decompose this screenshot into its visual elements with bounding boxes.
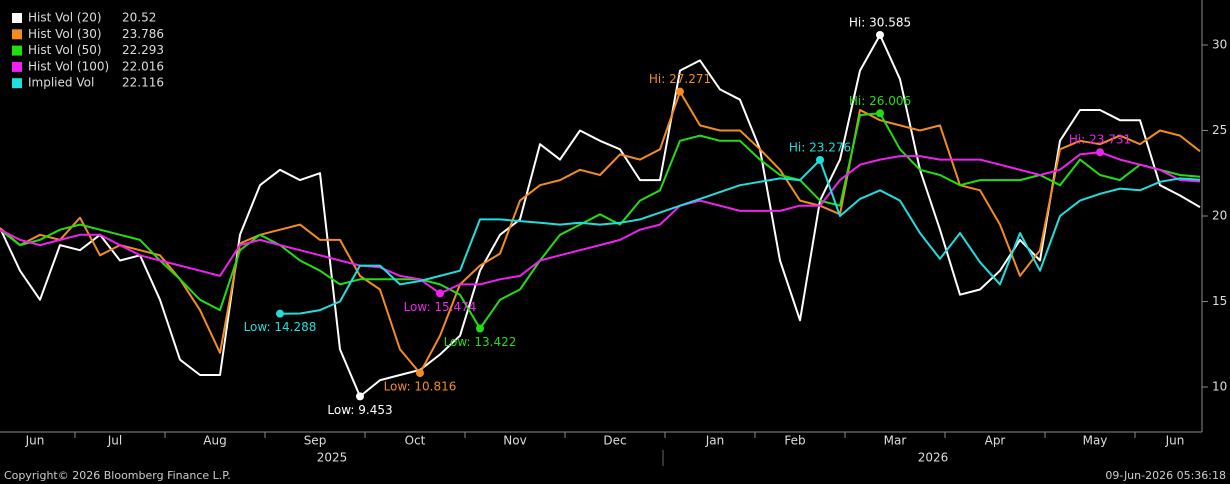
series-line	[0, 151, 1201, 295]
x-tick-label: Oct	[405, 434, 426, 448]
x-tick-label: Jun	[1165, 434, 1185, 448]
legend-swatch	[12, 29, 22, 40]
x-tick-label: Sep	[304, 434, 327, 448]
extreme-marker	[436, 289, 444, 298]
series-line	[0, 112, 1201, 330]
legend-swatch	[12, 61, 22, 72]
copyright: Copyright© 2026 Bloomberg Finance L.P.	[4, 469, 231, 482]
legend-label: Hist Vol (50)	[28, 43, 102, 57]
x-tick-label: May	[1083, 434, 1108, 448]
extreme-marker	[816, 155, 824, 164]
legend-box	[2, 6, 165, 92]
extreme-marker	[1096, 148, 1104, 157]
x-tick-label: Aug	[203, 434, 226, 448]
x-tick-label: Jun	[25, 434, 45, 448]
x-tick-label: Jul	[107, 434, 122, 448]
extreme-marker	[276, 309, 284, 318]
extreme-label: Hi: 26.006	[849, 94, 911, 108]
extreme-label: Hi: 23.731	[1069, 133, 1131, 147]
legend-value: 22.116	[122, 76, 164, 90]
year-label: 2026	[918, 451, 949, 465]
y-tick-label: 15	[1212, 294, 1227, 308]
year-label: 2025	[317, 451, 348, 465]
legend-value: 22.016	[122, 59, 164, 73]
series-line	[279, 159, 1201, 315]
legend-label: Hist Vol (30)	[28, 27, 102, 41]
extreme-label: Low: 15.474	[404, 300, 477, 314]
legend-swatch	[12, 45, 22, 56]
extreme-label: Low: 9.453	[327, 403, 392, 417]
x-tick-label: Jan	[705, 434, 725, 448]
legend-swatch	[12, 13, 22, 23]
extreme-label: Low: 10.816	[384, 380, 457, 394]
y-tick-label: 10	[1212, 380, 1227, 394]
extreme-label: Low: 13.422	[444, 335, 517, 349]
extreme-marker	[356, 392, 364, 401]
extreme-marker	[416, 369, 424, 378]
x-tick-label: Apr	[985, 434, 1006, 448]
x-tick-label: Feb	[784, 434, 805, 448]
extreme-label: Hi: 30.585	[849, 15, 911, 29]
legend-label: Implied Vol	[28, 76, 94, 90]
legend-value: 20.52	[122, 11, 156, 25]
extreme-marker	[876, 30, 884, 39]
extreme-label: Low: 14.288	[244, 320, 317, 334]
y-tick-label: 30	[1212, 37, 1227, 51]
extreme-marker	[876, 109, 884, 118]
y-tick-label: 20	[1212, 209, 1227, 223]
legend-value: 22.293	[122, 43, 164, 57]
series-line	[0, 34, 1201, 398]
timestamp: 09-Jun-2026 05:36:18	[1105, 469, 1226, 482]
legend-value: 23.786	[122, 27, 164, 41]
extreme-marker	[476, 324, 484, 333]
legend-label: Hist Vol (100)	[28, 59, 109, 73]
series-line	[0, 90, 1201, 375]
y-tick-label: 25	[1212, 123, 1227, 137]
x-tick-label: Mar	[884, 434, 907, 448]
extreme-label: Hi: 27.271	[649, 72, 711, 86]
x-tick-label: Dec	[603, 434, 626, 448]
x-tick-label: Nov	[503, 434, 526, 448]
legend-label: Hist Vol (20)	[28, 11, 102, 25]
extreme-marker	[676, 87, 684, 96]
legend-swatch	[12, 78, 22, 89]
extreme-label: Hi: 23.276	[789, 140, 851, 154]
